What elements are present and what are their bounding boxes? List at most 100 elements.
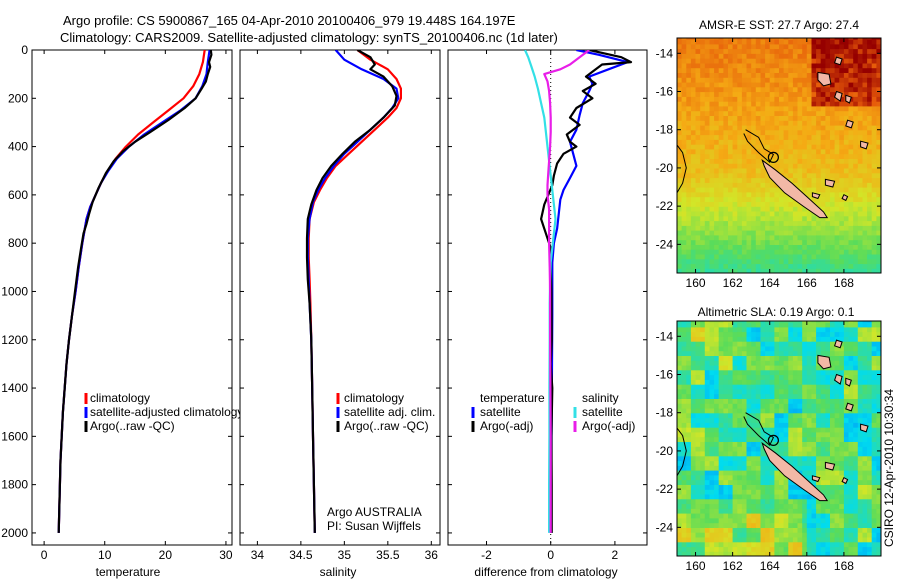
heatmap-cell	[867, 388, 873, 395]
heatmap-cell	[704, 225, 710, 231]
heatmap-cell	[834, 546, 840, 552]
heatmap-cell	[690, 322, 697, 328]
heatmap-cell	[843, 263, 850, 269]
heatmap-cell	[728, 403, 734, 409]
heatmap-cell	[839, 322, 845, 328]
heatmap-cell	[737, 450, 743, 457]
heatmap-cell	[677, 158, 683, 164]
heatmap-cell	[718, 341, 724, 347]
heatmap-cell	[732, 58, 738, 64]
heatmap-cell	[857, 244, 863, 250]
heatmap-cell	[820, 120, 826, 126]
heatmap-cell	[862, 215, 868, 222]
heatmap-cell	[686, 263, 692, 269]
heatmap-cell	[737, 177, 743, 183]
heatmap-cell	[825, 201, 831, 207]
heatmap-cell	[779, 536, 785, 543]
heatmap-cell	[755, 322, 761, 328]
heatmap-cell	[728, 67, 734, 73]
heatmap-cell	[700, 441, 706, 447]
heatmap-cell	[871, 465, 877, 471]
heatmap-cell	[876, 484, 881, 490]
heatmap-cell	[839, 258, 845, 265]
heatmap-cell	[700, 234, 706, 241]
heatmap-cell	[718, 129, 724, 136]
heatmap-cell	[723, 220, 729, 226]
heatmap-cell	[741, 53, 748, 59]
heatmap-cell	[700, 129, 706, 136]
heatmap-cell	[741, 191, 748, 198]
heatmap-cell	[686, 393, 692, 399]
heatmap-cell	[834, 326, 840, 333]
heatmap-cell	[774, 153, 780, 159]
heatmap-cell	[876, 43, 881, 50]
heatmap-cell	[681, 474, 687, 481]
heatmap-cell	[853, 67, 859, 73]
heatmap-cell	[783, 517, 789, 524]
heatmap-cell	[718, 398, 724, 404]
heatmap-cell	[792, 249, 799, 255]
heatmap-cell	[765, 53, 771, 59]
heatmap-cell	[783, 38, 789, 40]
heatmap-cell	[834, 172, 840, 179]
heatmap-cell	[853, 465, 859, 471]
heatmap-cell	[825, 398, 831, 404]
heatmap-cell	[769, 493, 775, 500]
heatmap-cell	[677, 86, 683, 93]
heatmap-cell	[755, 360, 761, 366]
heatmap-cell	[783, 360, 789, 366]
heatmap-cell	[853, 407, 859, 414]
heatmap-cell	[765, 393, 771, 399]
heatmap-cell	[704, 196, 710, 202]
heatmap-cell	[871, 460, 877, 466]
heatmap-cell	[760, 541, 766, 548]
heatmap-cell	[783, 493, 789, 500]
reef-outline	[743, 412, 775, 447]
heatmap-cell	[695, 201, 701, 207]
heatmap-cell	[802, 384, 808, 390]
heatmap-cell	[695, 321, 701, 323]
heatmap-cell	[848, 551, 854, 556]
heatmap-cell	[774, 364, 780, 371]
heatmap-cell	[779, 508, 785, 514]
sst-coastline	[677, 56, 869, 219]
heatmap-cell	[839, 67, 845, 73]
heatmap-cell	[704, 321, 710, 323]
heatmap-cell	[769, 201, 775, 207]
heatmap-cell	[834, 38, 840, 40]
heatmap-cell	[867, 403, 873, 409]
heatmap-cell	[737, 326, 743, 333]
heatmap-cell	[792, 489, 799, 495]
heatmap-cell	[741, 441, 748, 447]
heatmap-cell	[811, 124, 817, 131]
heatmap-cell	[714, 417, 720, 423]
heatmap-cell	[871, 360, 877, 366]
heatmap-cell	[709, 234, 715, 241]
heatmap-cell	[876, 201, 881, 207]
heatmap-cell	[797, 144, 803, 150]
heatmap-cell	[820, 86, 826, 93]
heatmap-cell	[839, 350, 845, 356]
heatmap-cell	[876, 187, 881, 193]
heatmap-cell	[830, 120, 836, 126]
heatmap-cell	[848, 455, 854, 462]
heatmap-cell	[792, 253, 799, 260]
heatmap-cell	[806, 91, 812, 97]
heatmap-cell	[843, 393, 850, 399]
heatmap-cell	[876, 436, 881, 442]
heatmap-cell	[737, 153, 743, 159]
heatmap-cell	[857, 134, 863, 140]
heatmap-cell	[723, 163, 729, 169]
heatmap-cell	[677, 422, 683, 428]
heatmap-cell	[857, 470, 863, 476]
heatmap-cell	[820, 253, 826, 260]
heatmap-cell	[690, 407, 697, 414]
heatmap-cell	[755, 249, 761, 255]
heatmap-cell	[862, 508, 868, 514]
heatmap-cell	[718, 460, 724, 466]
heatmap-cell	[700, 249, 706, 255]
heatmap-cell	[816, 384, 822, 390]
heatmap-cell	[737, 551, 743, 556]
heatmap-cell	[848, 177, 854, 183]
heatmap-cell	[862, 517, 868, 524]
